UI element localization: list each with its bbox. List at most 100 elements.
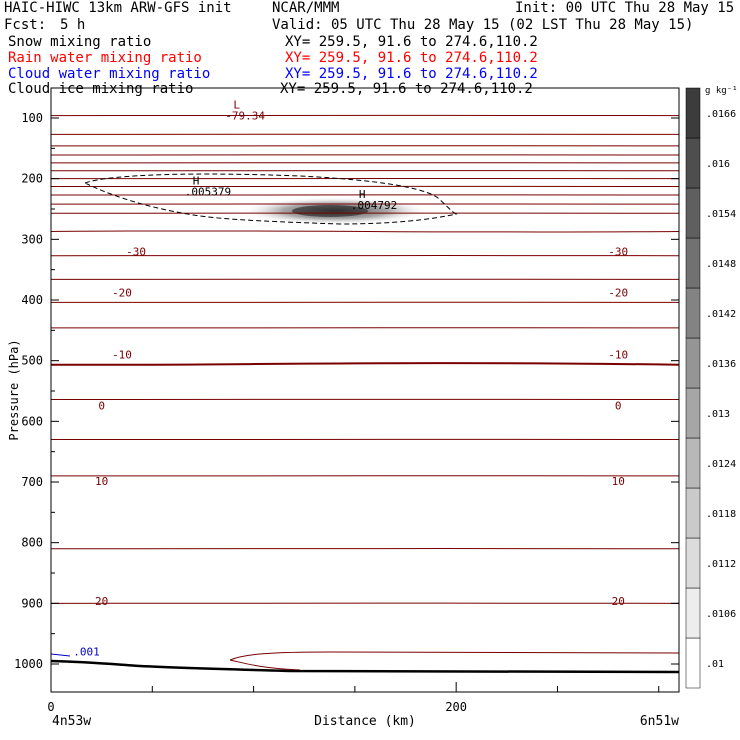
cloud-ice-core bbox=[292, 205, 368, 217]
colorbar-tick-label: .01 bbox=[706, 659, 724, 670]
y-tick-label: 500 bbox=[21, 354, 43, 368]
extremum-marker: H bbox=[359, 188, 366, 201]
y-tick-label: 100 bbox=[21, 111, 43, 125]
colorbar-segment bbox=[685, 387, 701, 439]
isotherm-label: -10 bbox=[112, 349, 132, 362]
extremum-value: -79.34 bbox=[225, 109, 265, 122]
y-tick-label: 700 bbox=[21, 475, 43, 489]
valid-time: Valid: 05 UTC Thu 28 May 15 (02 LST Thu … bbox=[272, 17, 694, 33]
isotherm-label: 0 bbox=[615, 400, 622, 413]
isotherm-line bbox=[51, 177, 679, 180]
model-title: HAIC-HIWC 13km ARW-GFS init bbox=[4, 0, 232, 16]
isotherm-line bbox=[51, 133, 679, 136]
colorbar-tick-label: .0112 bbox=[706, 559, 736, 570]
y-tick-label: 1000 bbox=[14, 657, 43, 671]
colorbar-tick-label: .013 bbox=[706, 409, 730, 420]
colorbar-segment bbox=[685, 337, 701, 389]
x-tick-label: 200 bbox=[445, 700, 467, 714]
isotherm-line bbox=[51, 185, 679, 188]
colorbar-tick-label: .0166 bbox=[706, 109, 736, 120]
isotherm-line bbox=[51, 398, 679, 401]
isotherm-label: 20 bbox=[95, 595, 108, 608]
cloud-water-label: .001 bbox=[73, 646, 100, 659]
colorbar-tick-label: .0142 bbox=[706, 309, 736, 320]
colorbar-tick-label: .0148 bbox=[706, 259, 736, 270]
colorbar-segment bbox=[685, 537, 701, 589]
isotherm-line bbox=[51, 145, 679, 147]
colorbar-segment bbox=[685, 187, 701, 239]
forecast-label: Fcst: bbox=[4, 17, 47, 33]
surface-contour bbox=[229, 651, 679, 671]
colorbar-tick-label: .016 bbox=[706, 159, 730, 170]
field-name-cloud-water: Cloud water mixing ratio bbox=[8, 66, 211, 82]
colorbar-unit: g kg⁻¹ bbox=[705, 86, 738, 96]
isotherm-line bbox=[51, 114, 679, 117]
y-tick-label: 800 bbox=[21, 536, 43, 550]
y-tick-label: 600 bbox=[21, 414, 43, 428]
isotherm-line bbox=[51, 547, 679, 550]
extremum-marker: H bbox=[193, 175, 200, 188]
isotherm-label: -10 bbox=[608, 349, 628, 362]
contour-labels: -30-20-1001020-30-20-1001020L-79.34H.005… bbox=[73, 98, 628, 658]
y-tick-label: 400 bbox=[21, 293, 43, 307]
isotherm-label: 0 bbox=[98, 400, 105, 413]
terrain-surface bbox=[51, 659, 679, 674]
isotherm-label: 20 bbox=[612, 595, 625, 608]
isotherm-label: 10 bbox=[612, 475, 625, 488]
plot-frame bbox=[50, 87, 680, 693]
isotherm-line bbox=[51, 194, 679, 196]
field-xy-cloud-water: XY= 259.5, 91.6 to 274.6,110.2 bbox=[285, 66, 538, 82]
colorbar-tick-label: .0124 bbox=[706, 459, 736, 470]
field-name-cloud-ice: Cloud ice mixing ratio bbox=[8, 81, 194, 97]
colorbar-segment bbox=[685, 137, 701, 189]
isotherm-line bbox=[51, 438, 679, 441]
colorbar-segment bbox=[685, 237, 701, 289]
x-tick-label: 0 bbox=[47, 700, 54, 714]
extremum-value: .004792 bbox=[351, 199, 397, 212]
colorbar: .01 .0106 .0112 .0118 .0124 .013 .0136 .0142 .01… bbox=[685, 86, 738, 689]
isotherm-line bbox=[51, 212, 679, 215]
init-time: Init: 00 UTC Thu 28 May 15 bbox=[515, 0, 735, 16]
colorbar-segment bbox=[685, 637, 701, 689]
x-axis-title: Distance (km) bbox=[314, 714, 416, 729]
y-tick-label: 200 bbox=[21, 172, 43, 186]
isotherm-line bbox=[51, 162, 679, 164]
forecast-hour: 5 h bbox=[60, 17, 86, 33]
colorbar-segment bbox=[685, 437, 701, 489]
field-xy-rain: XY= 259.5, 91.6 to 274.6,110.2 bbox=[285, 50, 538, 66]
isotherm-line bbox=[51, 230, 679, 233]
center-name: NCAR/MMM bbox=[272, 0, 340, 16]
cloud-water-contour bbox=[51, 653, 71, 657]
cloud-outline bbox=[51, 173, 458, 657]
isotherm-line bbox=[51, 254, 679, 257]
isotherm-label: -30 bbox=[608, 245, 628, 258]
isotherm-label: -20 bbox=[112, 287, 132, 300]
field-xy-cloud-ice: XY= 259.5, 91.6 to 274.6,110.2 bbox=[280, 81, 533, 97]
colorbar-tick-label: .0118 bbox=[706, 509, 736, 520]
colorbar-segment bbox=[685, 487, 701, 539]
field-name-rain: Rain water mixing ratio bbox=[8, 50, 202, 66]
isotherm-line bbox=[51, 278, 679, 281]
isotherm-line bbox=[51, 301, 679, 304]
colorbar-segment bbox=[685, 587, 701, 639]
terrain-line bbox=[51, 659, 679, 674]
isotherm-label: -30 bbox=[126, 245, 146, 258]
y-tick-label: 300 bbox=[21, 232, 43, 246]
isotherm-line bbox=[51, 475, 679, 477]
field-name-snow: Snow mixing ratio bbox=[8, 34, 152, 50]
colorbar-segment bbox=[685, 87, 701, 139]
isotherm-line bbox=[51, 169, 679, 172]
colorbar-segment bbox=[685, 287, 701, 339]
isotherm-label: 10 bbox=[95, 475, 108, 488]
isotherm-label: -20 bbox=[608, 287, 628, 300]
field-xy-snow: XY= 259.5, 91.6 to 274.6,110.2 bbox=[285, 34, 538, 50]
isotherm-contours bbox=[51, 114, 679, 671]
right-endpoint-label: 6n51w bbox=[640, 714, 679, 729]
isotherm-line bbox=[51, 362, 679, 366]
isotherm-line bbox=[51, 203, 679, 205]
colorbar-tick-label: .0136 bbox=[706, 359, 736, 370]
extremum-marker: L bbox=[233, 98, 240, 111]
colorbar-tick-label: .0106 bbox=[706, 609, 736, 620]
isotherm-line bbox=[51, 327, 679, 329]
